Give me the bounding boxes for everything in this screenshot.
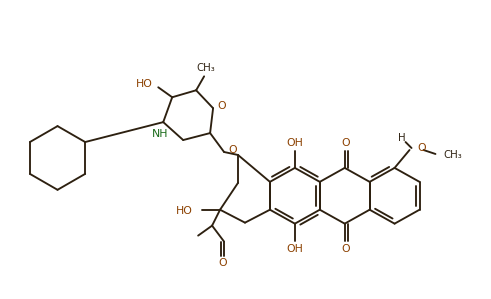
Text: OH: OH xyxy=(286,138,303,148)
Text: CH₃: CH₃ xyxy=(443,150,462,160)
Text: O: O xyxy=(218,101,226,111)
Text: HO: HO xyxy=(176,206,192,216)
Text: O: O xyxy=(219,258,227,269)
Text: CH₃: CH₃ xyxy=(197,63,216,73)
Text: O: O xyxy=(341,138,350,148)
Text: HO: HO xyxy=(136,79,153,89)
Text: H: H xyxy=(398,133,406,143)
Text: O: O xyxy=(229,145,237,155)
Text: OH: OH xyxy=(286,244,303,254)
Text: O: O xyxy=(341,244,350,254)
Text: O: O xyxy=(417,143,426,153)
Text: NH: NH xyxy=(152,129,168,139)
